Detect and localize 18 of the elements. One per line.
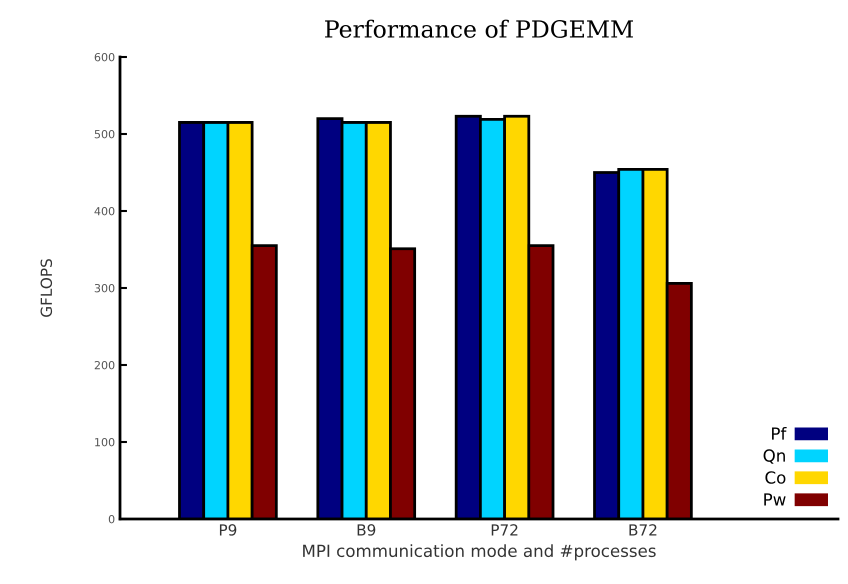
chart-title: Performance of PDGEMM (325, 20, 634, 38)
y-tick-label: 500 (94, 130, 114, 138)
x-axis-title: MPI communication mode and #processes (303, 544, 656, 560)
x-tick-label: B72 (629, 524, 656, 536)
x-tick-label: P9 (220, 524, 236, 536)
y-tick-label: 200 (94, 360, 114, 370)
legend-label: Pw (764, 493, 786, 506)
legend-label: Pf (772, 426, 787, 440)
y-tick-label: 600 (94, 52, 114, 62)
y-axis-title: GFLOPS (40, 259, 52, 317)
legend-label: Qn (764, 449, 785, 464)
x-tick-label: P72 (492, 524, 518, 536)
y-tick-label: 300 (94, 284, 114, 292)
legend-label: Co (765, 471, 786, 484)
y-tick-label: 400 (94, 206, 114, 216)
y-tick-label: 100 (95, 438, 114, 446)
x-tick-label: B9 (358, 524, 376, 536)
y-tick-label: 0 (108, 514, 114, 524)
